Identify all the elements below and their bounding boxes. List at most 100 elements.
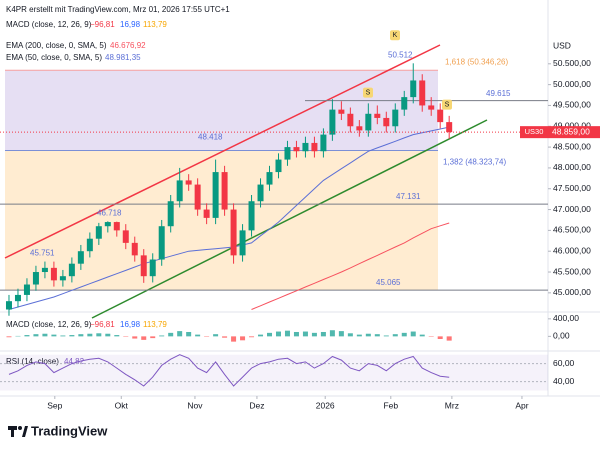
candle-body — [95, 226, 102, 239]
y-tick-label: 45.500,00 — [553, 266, 591, 276]
candle-body — [131, 242, 138, 256]
candle-body — [320, 134, 327, 152]
trend-line — [91, 119, 488, 319]
candle-body — [428, 105, 435, 110]
y-tick-label: 49.000,00 — [553, 121, 591, 131]
candle-body — [68, 263, 75, 277]
logo-icon — [11, 426, 14, 437]
candle-body — [86, 238, 93, 252]
macd-bar — [419, 334, 425, 337]
macd-bar — [365, 333, 371, 337]
macd-bar — [347, 333, 353, 337]
currency: USD — [553, 40, 571, 50]
macd-bar — [410, 331, 416, 337]
header: K4PR erstellt mit TradingView.com, Mrz 0… — [6, 5, 230, 14]
macd-legend: MACD (close, 12, 26, 9) — [6, 20, 92, 29]
macd-bar — [96, 333, 102, 337]
macd-bar — [195, 334, 201, 337]
macd-bar — [258, 334, 264, 337]
y-tick-label: 49.500,00 — [553, 100, 591, 110]
candle-body — [59, 276, 66, 281]
candle-body — [257, 184, 264, 202]
trend-line — [4, 44, 441, 259]
fib-zone — [5, 70, 438, 151]
y-tick-label: 60,00 — [553, 358, 575, 368]
price-tag — [548, 126, 600, 139]
marker: S — [366, 90, 371, 97]
macd-bar — [329, 330, 335, 337]
symbol: US30 — [525, 127, 544, 136]
macd-bar — [275, 331, 281, 337]
zone-label: 1,382 (48.323,74) — [443, 158, 506, 167]
macd-bar — [177, 331, 183, 337]
y-tick-label: 40,00 — [553, 376, 575, 386]
rsi-value: 44,82 — [64, 357, 85, 366]
macd-bar — [168, 332, 174, 337]
macd-bar — [60, 335, 66, 337]
peak-label: 46.718 — [97, 208, 122, 217]
macd-bar — [78, 334, 84, 337]
peak-label: 45.751 — [30, 249, 55, 258]
macd-bar — [213, 334, 219, 337]
level-label: 45.065 — [376, 278, 401, 287]
marker-box — [442, 99, 452, 110]
level-label: 47.131 — [396, 192, 421, 201]
macd-bar — [33, 334, 39, 337]
macd-bar — [132, 336, 138, 339]
candle-body — [374, 113, 381, 118]
macd-bar — [437, 336, 443, 339]
macd-bar — [114, 335, 120, 337]
y-tick-label: 0,00 — [553, 331, 570, 341]
macd-value: −96,81 — [90, 320, 115, 329]
y-tick-label: 46.500,00 — [553, 225, 591, 235]
y-tick-label: 46.000,00 — [553, 245, 591, 255]
macd-bar — [222, 336, 228, 338]
x-tick-label: Feb — [383, 400, 398, 410]
candle-body — [185, 180, 192, 185]
macd-bar — [338, 331, 344, 337]
x-tick-label: Nov — [187, 400, 203, 410]
ema-value: 48.981,35 — [105, 53, 141, 62]
candle-body — [338, 109, 345, 114]
macd-bar — [150, 336, 156, 339]
macd-bar — [320, 331, 326, 337]
candle-body — [293, 147, 300, 152]
candle-body — [266, 172, 273, 185]
candle-body — [122, 230, 129, 243]
macd-legend: MACD (close, 12, 26, 9) — [6, 320, 92, 329]
candle-body — [248, 201, 255, 231]
x-tick-label: Dez — [249, 400, 264, 410]
x-tick-label: Okt — [115, 400, 129, 410]
logo-icon — [22, 426, 28, 437]
candle-body — [23, 284, 30, 295]
candle-body — [275, 159, 282, 173]
candle-body — [446, 122, 453, 133]
fib-zone — [5, 150, 438, 291]
candle-body — [365, 113, 372, 131]
candle-body — [329, 109, 336, 135]
candle-body — [194, 184, 201, 210]
logo-icon — [18, 426, 22, 430]
macd-bar — [293, 331, 299, 337]
macd-bar — [105, 333, 111, 337]
macd-bar — [392, 334, 398, 337]
macd-bar — [383, 335, 389, 337]
candle-body — [401, 97, 408, 110]
candle-body — [140, 255, 147, 277]
candle-body — [239, 230, 246, 256]
candle-body — [356, 126, 363, 131]
rsi-legend: RSI (14, close) — [6, 357, 59, 366]
candle-body — [221, 172, 228, 210]
candle-body — [410, 80, 417, 98]
macd-value: 16,98 — [120, 20, 141, 29]
marker: S — [445, 102, 450, 109]
macd-value: 16,98 — [120, 320, 141, 329]
zone-label: 48.418 — [198, 133, 223, 142]
y-tick-label: 47.500,00 — [553, 183, 591, 193]
ema-legend: EMA (200, close, 0, SMA, 5) — [6, 41, 107, 50]
y-tick-label: 47.000,00 — [553, 204, 591, 214]
macd-bar — [51, 334, 57, 337]
macd-bar — [159, 335, 165, 337]
x-tick-label: Apr — [515, 400, 528, 410]
macd-value: 113,79 — [143, 320, 167, 329]
